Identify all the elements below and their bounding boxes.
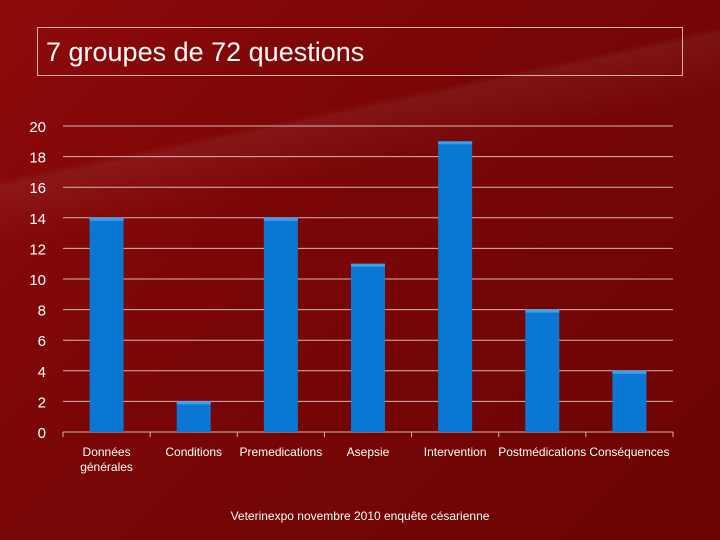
y-tick-label: 12 — [29, 241, 46, 258]
x-tick-label: Premedications — [239, 445, 322, 459]
title-frame: 7 groupes de 72 questions — [37, 27, 683, 76]
bar-highlight — [612, 370, 647, 374]
x-tick-label: Postmédications — [498, 445, 586, 459]
bar — [176, 401, 211, 432]
y-tick-label: 16 — [29, 180, 46, 197]
y-tick-label: 14 — [29, 211, 46, 228]
y-tick-label: 0 — [38, 425, 46, 442]
slide-footer: Veterinexpo novembre 2010 enquête césari… — [230, 509, 490, 523]
y-tick-label: 10 — [29, 272, 46, 289]
y-tick-label: 20 — [29, 119, 46, 136]
bar — [612, 370, 647, 432]
bar-highlight — [89, 217, 124, 221]
y-tick-label: 2 — [38, 394, 46, 411]
bar-highlight — [525, 309, 560, 313]
bar — [438, 141, 473, 433]
x-tick-label: Asepsie — [347, 445, 390, 459]
bar-highlight — [351, 263, 385, 267]
y-tick-label: 6 — [38, 333, 46, 350]
bar — [351, 263, 385, 432]
slide-title: 7 groupes de 72 questions — [46, 37, 365, 67]
y-tick-label: 8 — [38, 303, 46, 320]
bar-highlight — [438, 141, 473, 145]
bar-highlight — [263, 217, 298, 221]
bar-highlight — [176, 401, 211, 405]
bar — [89, 217, 124, 432]
x-tick-label: Conséquences — [589, 445, 669, 459]
y-tick-label: 18 — [29, 150, 46, 167]
bar — [525, 309, 560, 432]
y-tick-label: 4 — [38, 364, 46, 381]
bar — [263, 217, 298, 432]
x-tick-label: Intervention — [424, 445, 487, 459]
x-tick-label: Données générales — [80, 445, 133, 474]
x-tick-label: Conditions — [165, 445, 222, 459]
